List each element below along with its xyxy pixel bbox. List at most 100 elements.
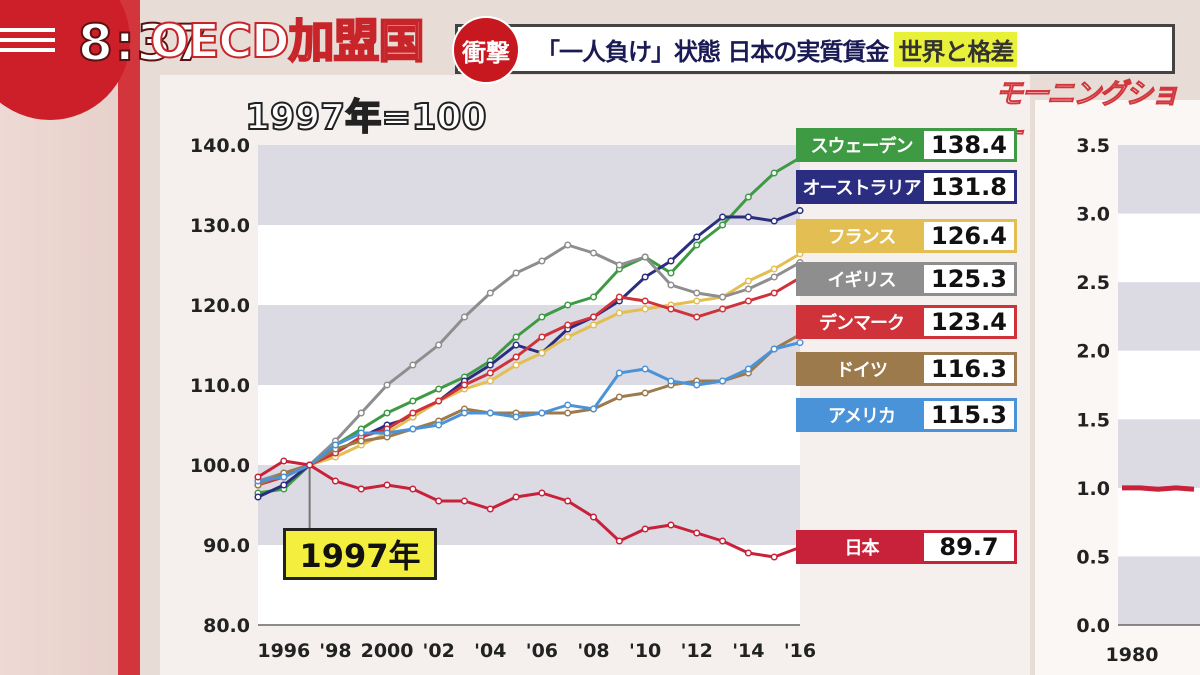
secondary-plot-area (1118, 145, 1200, 625)
data-point-australia (280, 481, 288, 489)
clock-time: 8:37 (77, 13, 211, 73)
legend-value: 89.7 (924, 533, 1014, 561)
data-point-australia (641, 273, 649, 281)
y-tick-label: 90.0 (203, 535, 250, 557)
data-point-france (693, 297, 701, 305)
data-point-usa (589, 405, 598, 413)
data-point-japan (667, 521, 675, 529)
data-point-sweden (770, 169, 778, 177)
data-point-uk (770, 273, 778, 281)
data-point-uk (744, 285, 752, 293)
data-point-japan (589, 513, 598, 521)
y-tick-label: 130.0 (190, 215, 250, 237)
legend-name: オーストラリア (799, 173, 924, 201)
legend-name: アメリカ (799, 401, 924, 429)
secondary-y-tick-label: 0.5 (1076, 546, 1110, 568)
legend-name: ドイツ (799, 355, 924, 383)
data-point-japan (280, 457, 288, 465)
secondary-x-tick-label: 1980 (1106, 644, 1159, 666)
data-point-australia (693, 233, 701, 241)
data-point-uk (409, 361, 417, 369)
headline-banner: 「一人負け」状態 日本の実質賃金 世界と格差 (455, 24, 1175, 74)
data-point-uk (667, 281, 675, 289)
legend-item-japan: 日本 89.7 (796, 530, 1017, 564)
data-point-sweden (719, 221, 727, 229)
data-point-germany (615, 393, 623, 401)
series-line-usa (257, 341, 801, 483)
legend-value: 116.3 (924, 355, 1014, 383)
data-point-japan (538, 489, 546, 497)
data-point-usa (512, 413, 520, 421)
data-point-france (589, 321, 598, 329)
data-point-japan (564, 497, 572, 505)
data-point-sweden (693, 241, 701, 249)
legend-value: 125.3 (924, 265, 1014, 293)
data-point-france (486, 377, 494, 385)
data-point-japan (641, 525, 649, 533)
headline-highlight: 世界と格差 (894, 31, 1018, 67)
headline-text: 「一人負け」状態 日本の実質賃金 (536, 37, 889, 66)
series-line-germany (257, 333, 801, 487)
background-title: OECD加盟国 (150, 13, 425, 69)
data-point-usa (280, 473, 288, 481)
legend-item-sweden: スウェーデン 138.4 (796, 128, 1017, 162)
data-point-usa (641, 365, 649, 373)
legend-value: 123.4 (924, 308, 1014, 336)
data-point-germany (564, 409, 572, 417)
data-point-usa (435, 421, 443, 429)
secondary-y-tick-label: 3.5 (1076, 135, 1110, 157)
x-tick-label: 2000 (361, 640, 414, 662)
data-point-usa (667, 377, 675, 385)
data-point-france (770, 265, 778, 273)
data-point-uk (589, 249, 598, 257)
data-point-usa (693, 381, 701, 389)
x-tick-label: 1996 (257, 640, 310, 662)
data-point-japan (512, 493, 520, 501)
x-tick-label: '06 (526, 640, 558, 662)
x-tick-label: '98 (319, 640, 351, 662)
data-point-australia (719, 213, 727, 221)
legend-name: デンマーク (799, 308, 924, 336)
legend-item-denmark: デンマーク 123.4 (796, 305, 1017, 339)
data-point-japan (254, 473, 262, 481)
data-point-japan (719, 537, 727, 545)
data-point-sweden (589, 293, 598, 301)
data-point-denmark (589, 313, 598, 321)
data-point-uk (615, 261, 623, 269)
data-point-uk (383, 381, 391, 389)
legend-value: 126.4 (924, 222, 1014, 250)
data-point-denmark (693, 313, 701, 321)
data-point-usa (331, 441, 339, 449)
data-point-australia (512, 341, 520, 349)
data-point-denmark (744, 297, 752, 305)
data-point-sweden (667, 269, 675, 277)
data-point-usa (409, 425, 417, 433)
data-point-germany (357, 437, 365, 445)
legend-name: スウェーデン (799, 131, 924, 159)
legend-item-france: フランス 126.4 (796, 219, 1017, 253)
data-point-japan (331, 477, 339, 485)
secondary-y-tick-label: 3.0 (1076, 204, 1110, 226)
legend-item-australia: オーストラリア 131.8 (796, 170, 1017, 204)
data-point-denmark (435, 397, 443, 405)
menu-lines-icon (0, 22, 60, 58)
x-tick-label: '10 (629, 640, 661, 662)
data-point-denmark (641, 297, 649, 305)
data-point-sweden (383, 409, 391, 417)
data-point-denmark (564, 321, 572, 329)
grid-band (258, 145, 800, 225)
data-point-uk (357, 409, 365, 417)
legend-value: 131.8 (924, 173, 1014, 201)
data-point-usa (460, 409, 469, 417)
data-point-usa (770, 345, 778, 353)
secondary-grid-band (1118, 282, 1200, 351)
x-tick-label: '12 (681, 640, 713, 662)
data-point-japan (383, 481, 391, 489)
data-point-japan (486, 505, 494, 513)
data-point-france (538, 349, 546, 357)
data-point-uk (564, 241, 572, 249)
data-point-denmark (486, 369, 494, 377)
secondary-y-tick-label: 0.0 (1076, 615, 1110, 637)
data-point-denmark (719, 305, 727, 313)
y-tick-label: 140.0 (190, 135, 250, 157)
